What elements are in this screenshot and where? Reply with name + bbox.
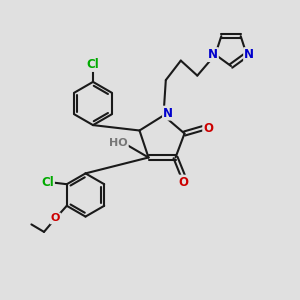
Text: N: N <box>163 106 173 120</box>
Text: O: O <box>203 122 213 135</box>
Text: HO: HO <box>109 138 128 148</box>
Text: O: O <box>178 176 188 189</box>
Text: Cl: Cl <box>41 176 54 189</box>
Text: N: N <box>208 48 218 61</box>
Text: N: N <box>244 48 254 61</box>
Text: O: O <box>51 213 60 224</box>
Text: Cl: Cl <box>87 58 99 71</box>
